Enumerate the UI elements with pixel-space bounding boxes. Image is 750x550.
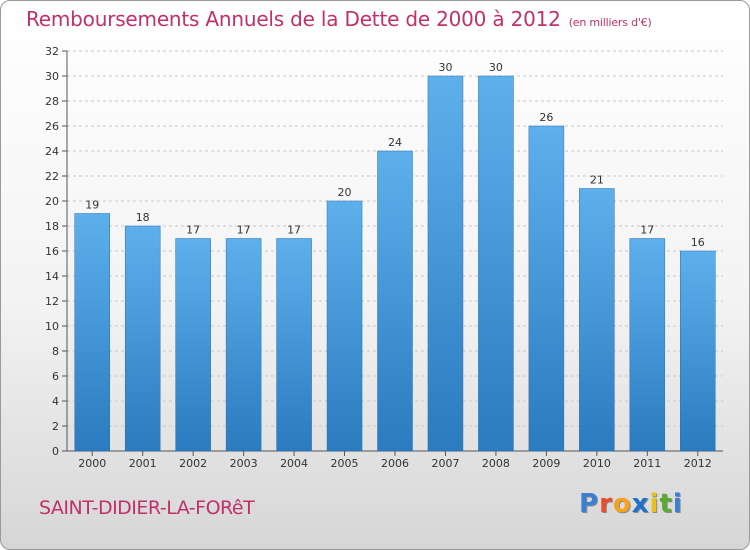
- x-tick-label: 2010: [583, 457, 611, 470]
- chart-title: Remboursements Annuels de la Dette de 20…: [26, 7, 652, 31]
- bar-value-label: 21: [590, 174, 604, 187]
- y-tick-label: 16: [45, 245, 59, 258]
- x-tick-label: 2012: [684, 457, 712, 470]
- y-tick-label: 12: [45, 295, 59, 308]
- bar-value-label: 19: [85, 199, 99, 212]
- logo-letter: i: [649, 489, 660, 519]
- bar-value-label: 20: [338, 186, 352, 199]
- y-tick-label: 0: [52, 445, 59, 458]
- y-tick-label: 32: [45, 45, 59, 58]
- chart-subtitle: (en milliers d'€): [568, 16, 652, 29]
- bar-value-label: 17: [186, 224, 200, 237]
- y-tick-label: 26: [45, 120, 59, 133]
- bar-value-label: 16: [691, 236, 705, 249]
- x-tick-label: 2004: [280, 457, 308, 470]
- logo-letter: o: [612, 489, 632, 519]
- proxiti-logo: Proxiti: [579, 489, 683, 519]
- logo-letter: x: [631, 489, 650, 519]
- city-name: SAINT-DIDIER-LA-FORêT: [39, 497, 255, 519]
- bar: [276, 238, 312, 452]
- bar: [124, 225, 161, 452]
- y-tick-label: 24: [45, 145, 59, 158]
- logo-letter: r: [599, 489, 613, 519]
- y-tick-label: 6: [52, 370, 59, 383]
- x-tick-label: 2009: [532, 457, 560, 470]
- y-tick-label: 8: [52, 345, 59, 358]
- x-tick-label: 2003: [230, 457, 258, 470]
- bar-value-label: 17: [640, 224, 654, 237]
- bar-value-label: 30: [438, 61, 452, 74]
- x-tick-label: 2001: [129, 457, 157, 470]
- y-tick-label: 28: [45, 95, 59, 108]
- bar-value-label: 18: [136, 211, 150, 224]
- y-tick-label: 30: [45, 70, 59, 83]
- bar: [225, 238, 262, 452]
- x-tick-label: 2007: [431, 457, 459, 470]
- x-tick-label: 2006: [381, 457, 409, 470]
- bar: [528, 125, 565, 452]
- bar-value-label: 17: [237, 224, 251, 237]
- y-tick-label: 18: [45, 220, 59, 233]
- y-tick-label: 22: [45, 170, 59, 183]
- logo-letter: P: [579, 489, 600, 519]
- y-tick-label: 20: [45, 195, 59, 208]
- y-tick-label: 4: [52, 395, 59, 408]
- y-tick-label: 10: [45, 320, 59, 333]
- bar-value-label: 24: [388, 136, 402, 149]
- bar: [478, 75, 514, 452]
- bar: [377, 150, 413, 452]
- bar: [629, 238, 666, 452]
- bar-value-label: 17: [287, 224, 301, 237]
- x-tick-label: 2011: [633, 457, 661, 470]
- bar: [579, 188, 615, 452]
- bar: [74, 213, 110, 452]
- bar: [175, 238, 211, 452]
- y-tick-label: 2: [52, 420, 59, 433]
- y-tick-label: 14: [45, 270, 59, 283]
- x-tick-label: 2000: [78, 457, 106, 470]
- x-tick-label: 2002: [179, 457, 207, 470]
- logo-letter: i: [672, 489, 683, 519]
- bar: [326, 200, 363, 452]
- chart-title-text: Remboursements Annuels de la Dette de 20…: [26, 7, 561, 31]
- logo-letter: t: [659, 489, 673, 519]
- bar-value-label: 26: [539, 111, 553, 124]
- bar-value-label: 30: [489, 61, 503, 74]
- x-tick-label: 2005: [331, 457, 359, 470]
- bar: [680, 250, 716, 452]
- x-tick-label: 2008: [482, 457, 510, 470]
- bar: [427, 75, 464, 452]
